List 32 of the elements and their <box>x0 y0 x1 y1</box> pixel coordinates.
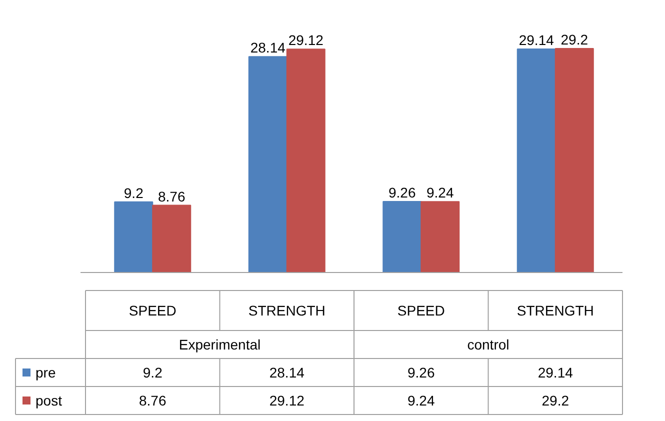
data-label: 9.26 <box>388 184 416 200</box>
x-tick-label: STRENGTH <box>516 302 594 318</box>
bar <box>382 200 422 273</box>
bar <box>248 56 288 273</box>
x-tick-label: SPEED <box>397 302 445 318</box>
text: Experimental <box>178 336 261 352</box>
data-label: 29.14 <box>518 32 554 48</box>
text: 9.24 <box>408 392 435 408</box>
text: 29.14 <box>538 364 574 380</box>
x-tick-label: STRENGTH <box>248 302 326 318</box>
bar <box>516 48 556 273</box>
text: 29.12 <box>269 392 305 408</box>
data-label: 8.76 <box>158 188 186 204</box>
data-label: 28.14 <box>250 40 286 56</box>
bar <box>286 48 326 273</box>
text: 28.14 <box>269 364 305 380</box>
bar <box>114 201 154 273</box>
text: 29.2 <box>542 392 570 408</box>
bar <box>420 201 460 273</box>
bar <box>152 204 192 273</box>
text: control <box>467 336 510 352</box>
data-label: 29.2 <box>560 32 588 48</box>
legend-label: pre <box>36 364 56 380</box>
legend-label: post <box>36 392 62 408</box>
bar <box>554 48 594 273</box>
data-label: 9.2 <box>124 184 144 201</box>
text: 9.26 <box>408 364 435 380</box>
x-tick-label: SPEED <box>128 302 176 318</box>
text: 8.76 <box>139 392 166 408</box>
text: 9.2 <box>142 364 163 380</box>
data-label: 9.24 <box>426 184 454 201</box>
data-label: 29.12 <box>288 32 324 48</box>
